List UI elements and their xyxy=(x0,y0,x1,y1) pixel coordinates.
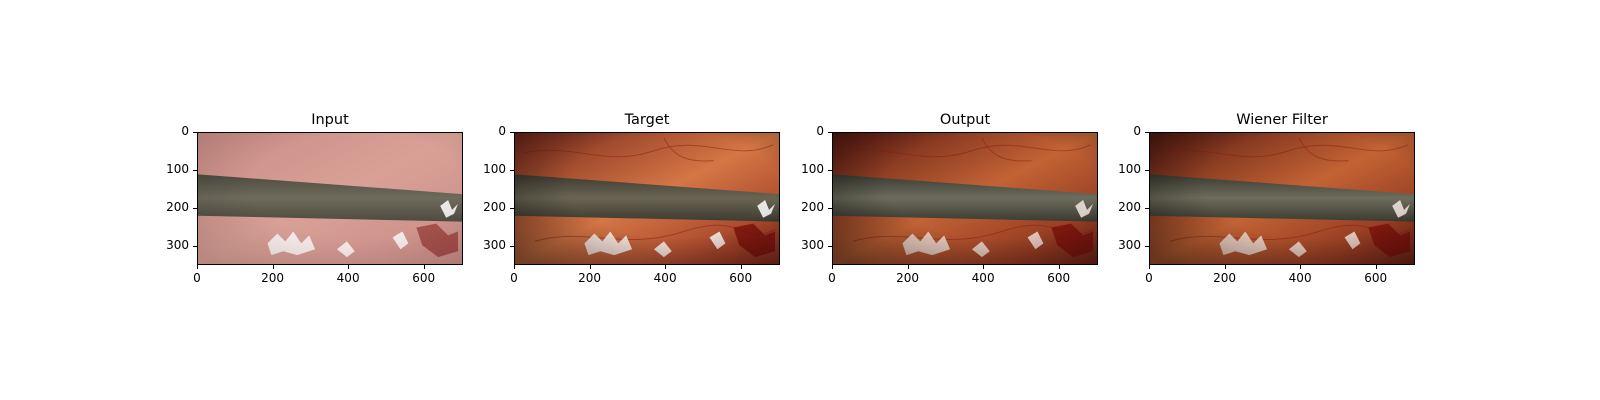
image-frame xyxy=(514,132,780,265)
y-tick-mark xyxy=(510,170,514,171)
x-tick-label: 0 xyxy=(193,271,201,285)
panel-title: Target xyxy=(624,112,670,128)
y-tick-mark xyxy=(828,132,832,133)
y-tick-label: 200 xyxy=(801,200,824,214)
scene-image xyxy=(1150,133,1414,264)
x-tick-mark xyxy=(1224,265,1226,269)
x-tick-mark xyxy=(740,265,742,269)
vignette xyxy=(833,133,1097,264)
vignette xyxy=(515,133,779,264)
image-frame xyxy=(832,132,1098,265)
x-tick-mark xyxy=(1300,265,1302,269)
x-tick-mark xyxy=(907,265,909,269)
vignette xyxy=(198,133,462,264)
y-tick-mark xyxy=(1145,208,1149,209)
y-tick-mark xyxy=(510,132,514,133)
y-tick-mark xyxy=(193,170,197,171)
y-tick-mark xyxy=(1145,170,1149,171)
x-tick-mark xyxy=(832,265,833,269)
panel-title: Input xyxy=(311,112,349,128)
y-tick-label: 100 xyxy=(801,162,824,176)
y-tick-mark xyxy=(193,132,197,133)
x-tick-label: 200 xyxy=(578,271,602,285)
x-tick-label: 600 xyxy=(1047,271,1071,285)
y-tick-label: 100 xyxy=(483,162,506,176)
y-tick-label: 100 xyxy=(166,162,189,176)
x-tick-mark xyxy=(272,265,274,269)
x-tick-mark xyxy=(423,265,425,269)
image-panel-wiener: Wiener Filter 0 100 200 300 0 200 400 600 xyxy=(0,0,1415,400)
y-tick-mark xyxy=(193,208,197,209)
x-tick-label: 200 xyxy=(1213,271,1237,285)
x-tick-label: 400 xyxy=(653,271,677,285)
image-panel-output: Output 0 100 200 300 0 200 400 600 xyxy=(0,0,1098,400)
x-tick-mark xyxy=(1375,265,1377,269)
image-frame xyxy=(1149,132,1415,265)
x-tick-label: 0 xyxy=(510,271,518,285)
x-tick-label: 400 xyxy=(971,271,995,285)
y-tick-label: 300 xyxy=(1118,238,1141,252)
image-panel-input: Input 0 100 200 300 0 200 400 600 xyxy=(0,0,463,400)
image-panel-target: Target 0 100 200 300 0 200 400 600 xyxy=(0,0,780,400)
panel-title: Output xyxy=(939,112,991,128)
y-tick-label: 0 xyxy=(498,124,506,138)
x-tick-mark xyxy=(1149,265,1150,269)
y-tick-label: 0 xyxy=(816,124,824,138)
y-tick-label: 200 xyxy=(1118,200,1141,214)
y-tick-label: 200 xyxy=(483,200,506,214)
x-tick-mark xyxy=(348,265,350,269)
y-tick-mark xyxy=(1145,132,1149,133)
x-tick-mark xyxy=(197,265,198,269)
y-tick-mark xyxy=(828,208,832,209)
scene-image xyxy=(198,133,462,264)
x-tick-mark xyxy=(589,265,591,269)
x-tick-mark xyxy=(514,265,515,269)
y-tick-label: 0 xyxy=(1133,124,1141,138)
y-tick-mark xyxy=(193,246,197,247)
y-tick-mark xyxy=(510,246,514,247)
x-tick-label: 600 xyxy=(1364,271,1388,285)
scene-image xyxy=(833,133,1097,264)
y-tick-label: 300 xyxy=(801,238,824,252)
y-tick-mark xyxy=(828,170,832,171)
y-tick-mark xyxy=(510,208,514,209)
scene-image xyxy=(515,133,779,264)
y-tick-label: 0 xyxy=(181,124,189,138)
x-tick-label: 0 xyxy=(1145,271,1153,285)
y-tick-label: 100 xyxy=(1118,162,1141,176)
x-tick-label: 600 xyxy=(729,271,753,285)
x-tick-label: 400 xyxy=(1288,271,1312,285)
x-tick-mark xyxy=(1058,265,1060,269)
x-tick-mark xyxy=(665,265,667,269)
x-tick-label: 600 xyxy=(412,271,436,285)
x-tick-mark xyxy=(983,265,985,269)
y-tick-label: 300 xyxy=(166,238,189,252)
x-tick-label: 0 xyxy=(828,271,836,285)
image-frame xyxy=(197,132,463,265)
x-tick-label: 200 xyxy=(261,271,285,285)
y-tick-mark xyxy=(1145,246,1149,247)
x-tick-label: 200 xyxy=(896,271,920,285)
y-tick-label: 200 xyxy=(166,200,189,214)
x-tick-label: 400 xyxy=(336,271,360,285)
y-tick-mark xyxy=(828,246,832,247)
vignette xyxy=(1150,133,1414,264)
panel-title: Wiener Filter xyxy=(1236,112,1328,128)
y-tick-label: 300 xyxy=(483,238,506,252)
